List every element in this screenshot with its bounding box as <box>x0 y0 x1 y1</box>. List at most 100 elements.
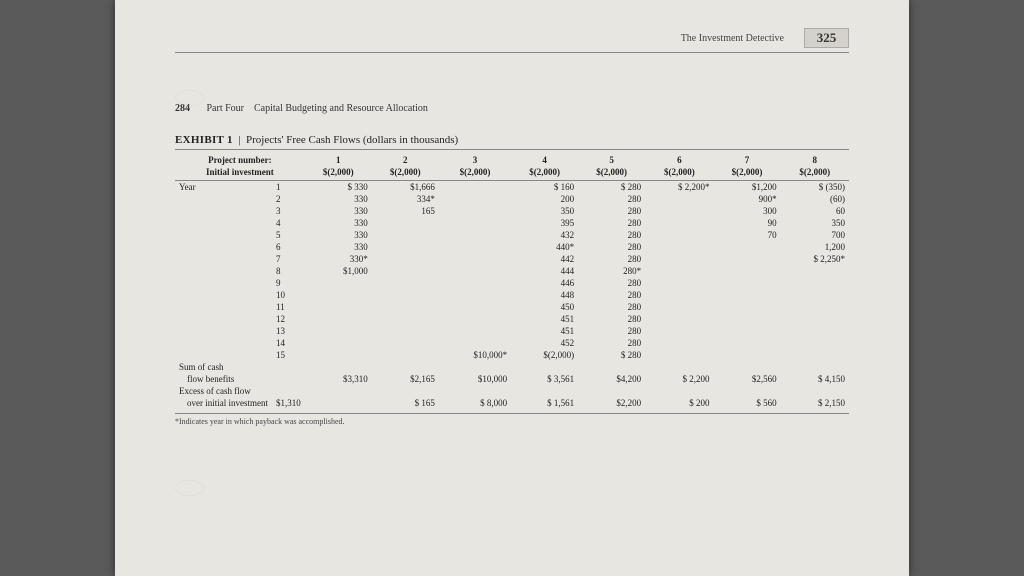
table-row: 6330440*2801,200 <box>175 241 849 253</box>
cash-flow-cell <box>305 349 372 361</box>
cash-flow-cell <box>372 241 439 253</box>
sum-val <box>305 397 372 409</box>
cash-flow-cell: 395 <box>511 217 578 229</box>
year-label <box>175 349 272 361</box>
header-initial-investment: Initial investment <box>175 166 305 181</box>
initial-val: $(2,000) <box>439 166 511 181</box>
cash-flow-cell <box>439 277 511 289</box>
cash-flow-cell: 350 <box>781 217 849 229</box>
year-label <box>175 325 272 337</box>
cash-flow-cell: 330 <box>305 241 372 253</box>
cash-flow-cell <box>645 289 713 301</box>
year-number: 3 <box>272 205 305 217</box>
initial-val: $(2,000) <box>305 166 372 181</box>
cash-flow-cell: 446 <box>511 277 578 289</box>
year-number: 1 <box>272 181 305 194</box>
col-num: 3 <box>439 152 511 166</box>
col-num: 1 <box>305 152 372 166</box>
cash-flow-cell: 280 <box>578 325 645 337</box>
year-label <box>175 313 272 325</box>
table-row: 333016535028030060 <box>175 205 849 217</box>
cash-flow-cell: 280 <box>578 289 645 301</box>
cash-flow-cell: 440* <box>511 241 578 253</box>
cash-flow-cell: 1,200 <box>781 241 849 253</box>
part-label: Part Four <box>207 103 245 114</box>
cash-flow-cell <box>305 325 372 337</box>
cash-flow-cell: $ 2,250* <box>781 253 849 265</box>
cash-flow-cell: 280 <box>578 229 645 241</box>
cash-flow-cell: 452 <box>511 337 578 349</box>
year-number: 5 <box>272 229 305 241</box>
cash-flow-cell <box>439 241 511 253</box>
chapter-title: Capital Budgeting and Resource Allocatio… <box>254 103 428 114</box>
cash-flow-cell <box>305 301 372 313</box>
year-label <box>175 301 272 313</box>
cash-flow-cell <box>439 301 511 313</box>
cash-flow-cell <box>372 289 439 301</box>
cash-flow-cell <box>714 253 781 265</box>
cash-flow-cell: $ (350) <box>781 181 849 194</box>
table-row: 12 451280 <box>175 313 849 325</box>
sum-val: $ 1,561 <box>511 397 578 409</box>
cash-flow-cell: 442 <box>511 253 578 265</box>
cash-flow-cell <box>439 181 511 194</box>
cash-flow-cell: 900* <box>714 193 781 205</box>
year-number: 15 <box>272 349 305 361</box>
cash-flow-cell: $ 160 <box>511 181 578 194</box>
initial-val: $(2,000) <box>714 166 781 181</box>
cash-flow-cell <box>781 325 849 337</box>
year-label <box>175 337 272 349</box>
sum-val: $ 560 <box>714 397 781 409</box>
initial-val: $(2,000) <box>511 166 578 181</box>
exhibit-title: Projects' Free Cash Flows (dollars in th… <box>246 134 458 146</box>
cash-flow-cell <box>372 301 439 313</box>
cash-flow-cell: 280 <box>578 313 645 325</box>
sum-val: $2,200 <box>578 397 645 409</box>
year-number: 7 <box>272 253 305 265</box>
cash-flow-cell: 451 <box>511 313 578 325</box>
sum2-lead: $1,310 <box>272 397 305 409</box>
cash-flow-cell: 70 <box>714 229 781 241</box>
cash-flow-cell <box>645 229 713 241</box>
cash-flow-cell: 300 <box>714 205 781 217</box>
year-number: 12 <box>272 313 305 325</box>
cash-flow-cell: $1,200 <box>714 181 781 194</box>
year-label <box>175 205 272 217</box>
cash-flow-cell: (60) <box>781 193 849 205</box>
cash-flow-cell <box>372 349 439 361</box>
year-label <box>175 217 272 229</box>
sum-val: $4,200 <box>578 373 645 385</box>
sum-val: $ 165 <box>372 397 439 409</box>
page-number-box: 325 <box>804 28 849 48</box>
initial-val: $(2,000) <box>645 166 713 181</box>
exhibit-sep: | <box>238 134 240 146</box>
year-label <box>175 289 272 301</box>
year-label: Year <box>175 181 272 194</box>
table-row: 11450280 <box>175 301 849 313</box>
cash-flow-cell <box>372 337 439 349</box>
cash-flow-cell: 451 <box>511 325 578 337</box>
cash-flow-cell: $ 280 <box>578 349 645 361</box>
cash-flow-cell: 280 <box>578 253 645 265</box>
cash-flow-cell <box>714 241 781 253</box>
cash-flow-cell <box>645 241 713 253</box>
exhibit-title-row: EXHIBIT 1 | Projects' Free Cash Flows (d… <box>175 134 849 150</box>
year-number: 6 <box>272 241 305 253</box>
cash-flow-cell <box>645 349 713 361</box>
cash-flow-cell <box>372 265 439 277</box>
sum-val: $ 200 <box>645 397 713 409</box>
sum-label-2b: over initial investment <box>175 397 272 409</box>
cash-flow-cell <box>439 325 511 337</box>
cash-flow-cell: 330 <box>305 229 372 241</box>
cash-flow-cell: $10,000* <box>439 349 511 361</box>
cash-flow-cell <box>781 277 849 289</box>
col-num: 6 <box>645 152 713 166</box>
table-row: 7330*442280$ 2,250* <box>175 253 849 265</box>
cash-flow-cell: 444 <box>511 265 578 277</box>
initial-val: $(2,000) <box>578 166 645 181</box>
cash-flow-cell <box>781 265 849 277</box>
cash-flow-cell <box>781 337 849 349</box>
cash-flow-cell: $ 2,200* <box>645 181 713 194</box>
binding-shadow <box>175 90 205 106</box>
cash-flow-cell <box>714 289 781 301</box>
